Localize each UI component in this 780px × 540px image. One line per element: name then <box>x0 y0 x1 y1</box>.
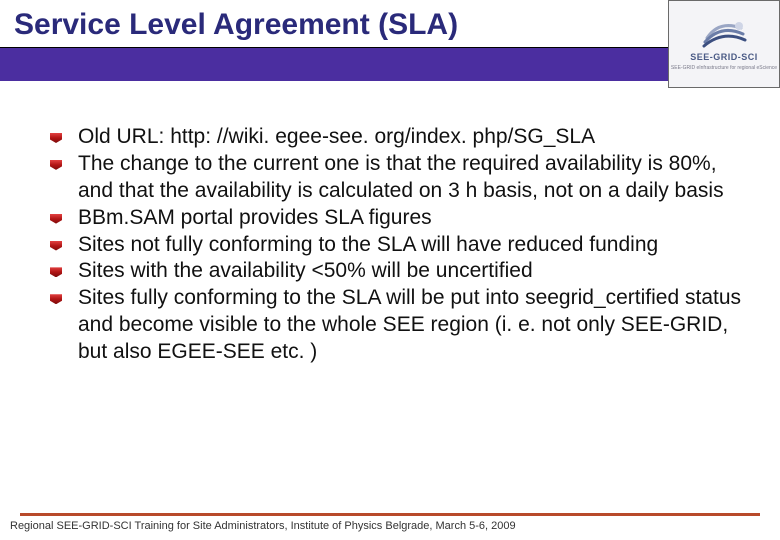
slide-footer: Regional SEE-GRID-SCI Training for Site … <box>0 513 780 540</box>
list-item: BBm.SAM portal provides SLA figures <box>50 205 742 232</box>
slide: Service Level Agreement (SLA) SEE-GRID-S… <box>0 0 780 540</box>
list-item: Sites fully conforming to the SLA will b… <box>50 285 742 366</box>
logo-text: SEE-GRID-SCI <box>690 52 758 62</box>
slide-title: Service Level Agreement (SLA) <box>0 0 668 47</box>
slide-body: Old URL: http: //wiki. egee-see. org/ind… <box>0 88 780 513</box>
list-item: The change to the current one is that th… <box>50 151 742 205</box>
list-item: Sites not fully conforming to the SLA wi… <box>50 232 742 259</box>
logo-swirl-icon <box>701 18 747 48</box>
bullet-list: Old URL: http: //wiki. egee-see. org/ind… <box>50 124 742 366</box>
list-item: Old URL: http: //wiki. egee-see. org/ind… <box>50 124 742 151</box>
logo-tagline: SEE-GRID eInfrastructure for regional eS… <box>671 66 777 71</box>
logo-box: SEE-GRID-SCI SEE-GRID eInfrastructure fo… <box>668 0 780 88</box>
title-wrap: Service Level Agreement (SLA) <box>0 0 668 88</box>
footer-text: Regional SEE-GRID-SCI Training for Site … <box>10 516 770 532</box>
list-item: Sites with the availability <50% will be… <box>50 258 742 285</box>
title-accent-bar <box>0 47 668 81</box>
slide-header: Service Level Agreement (SLA) SEE-GRID-S… <box>0 0 780 88</box>
